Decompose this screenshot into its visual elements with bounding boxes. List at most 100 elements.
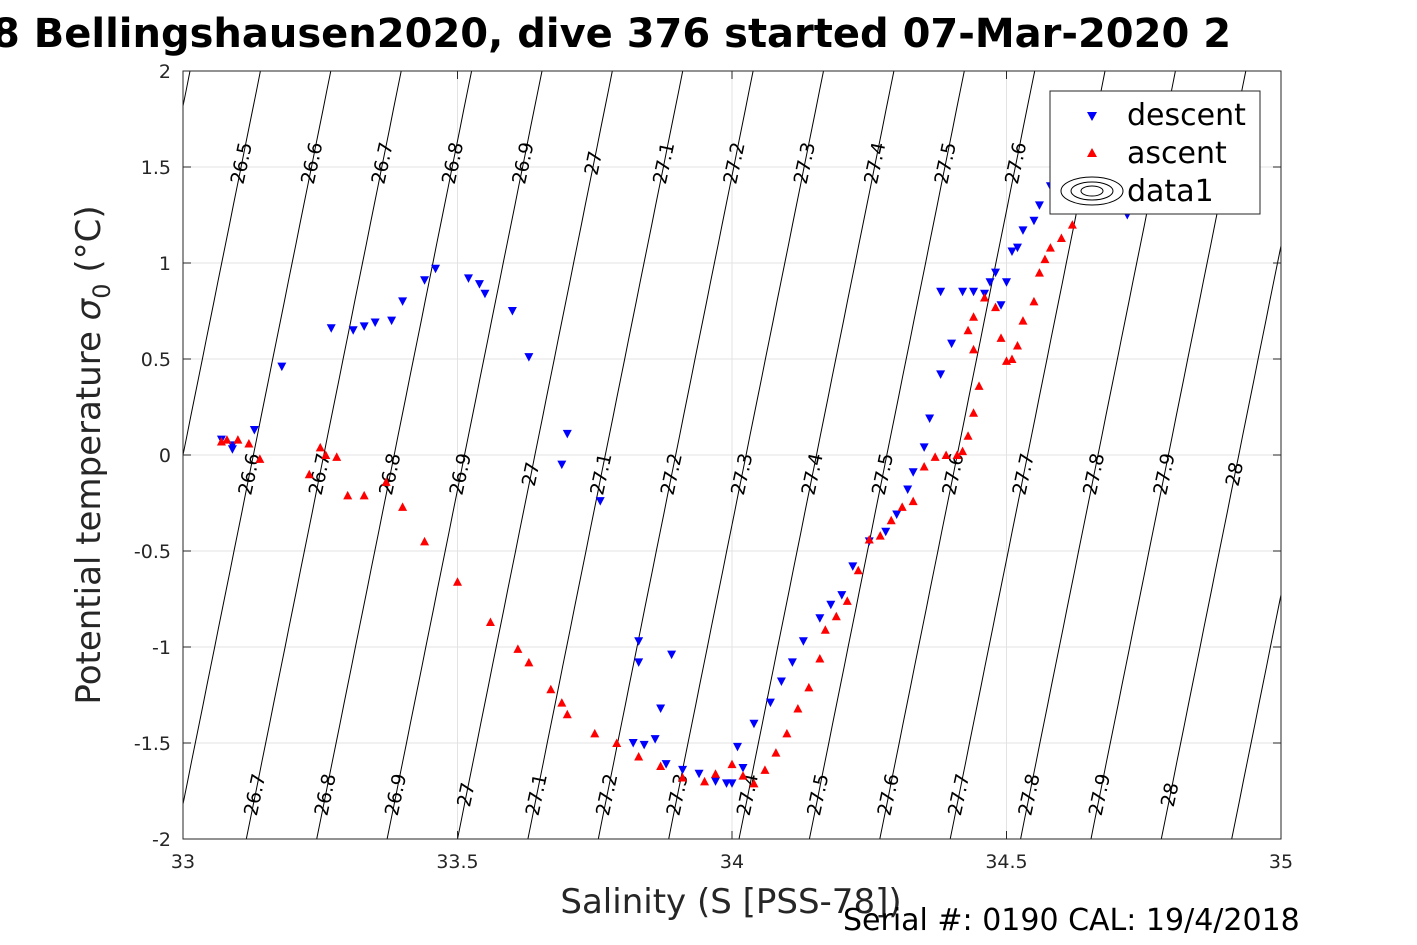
data-point-descent: [1002, 278, 1011, 287]
y-axis-label-subscript: 0: [88, 283, 116, 298]
x-tick-label: 34.5: [985, 851, 1027, 873]
data-point-ascent: [864, 534, 874, 544]
data-point-descent: [348, 326, 358, 335]
data-point-descent: [359, 322, 369, 331]
data-point-ascent: [420, 536, 430, 546]
data-point-descent: [991, 268, 1001, 278]
data-point-ascent: [1018, 316, 1028, 325]
data-point-descent: [925, 414, 935, 424]
data-point-ascent: [760, 765, 770, 774]
data-point-descent: [227, 445, 237, 454]
data-point-descent: [732, 742, 742, 752]
data-point-ascent: [963, 431, 973, 440]
y-tick-label: -1.5: [134, 733, 171, 755]
y-tick-label: 1.5: [141, 157, 171, 179]
data-point-descent: [398, 297, 408, 306]
chart-title: 8 Bellingshausen2020, dive 376 started 0…: [0, 11, 1231, 57]
data-point-descent: [892, 510, 902, 520]
contour-line: [316, 71, 473, 839]
data-point-ascent: [771, 748, 781, 757]
legend-marker-data1: [1060, 176, 1124, 206]
data-point-descent: [480, 289, 490, 299]
data-point-ascent: [678, 773, 688, 782]
data-point-descent: [656, 704, 666, 713]
data-point-descent: [562, 429, 572, 439]
data-series: [216, 155, 1132, 788]
contour-line: [183, 71, 332, 807]
data-point-descent: [639, 740, 649, 750]
data-point-descent: [1012, 243, 1022, 253]
data-point-ascent: [1034, 268, 1044, 277]
contour-line: [597, 71, 754, 839]
data-point-ascent: [804, 682, 814, 692]
data-point-ascent: [321, 450, 331, 459]
data-point-descent: [1018, 226, 1028, 235]
data-point-ascent: [941, 450, 951, 459]
data-point-descent: [694, 769, 704, 779]
contour-line: [1231, 592, 1281, 839]
data-point-ascent: [969, 408, 979, 417]
y-tick-label: 1: [159, 253, 171, 275]
data-point-descent: [711, 777, 721, 786]
data-point-ascent: [244, 438, 254, 448]
y-tick-label: 0.5: [141, 349, 171, 371]
data-point-ascent: [485, 617, 495, 627]
data-point-ascent: [991, 302, 1001, 312]
data-point-ascent: [930, 452, 940, 461]
data-point-descent: [420, 276, 430, 285]
data-point-descent: [628, 739, 638, 748]
data-point-ascent: [546, 684, 556, 694]
data-point-descent: [370, 318, 380, 328]
data-point-descent: [798, 637, 808, 646]
contour-line: [738, 71, 895, 839]
data-point-ascent: [875, 531, 885, 540]
data-point-descent: [908, 468, 918, 477]
y-tick-label: -1: [152, 637, 171, 659]
y-tick-label: 2: [159, 61, 171, 83]
data-point-descent: [787, 658, 797, 667]
legend-label-descent: descent: [1127, 98, 1246, 133]
contour-line: [183, 71, 261, 458]
data-point-descent: [678, 765, 688, 775]
data-point-ascent: [782, 728, 792, 738]
data-point-ascent: [590, 728, 600, 738]
contour-label: 27: [581, 149, 608, 177]
data-point-descent: [431, 264, 441, 274]
contour-label: 27: [453, 781, 480, 809]
data-point-descent: [1029, 216, 1039, 226]
data-point-descent: [326, 324, 336, 333]
data-point-ascent: [963, 325, 973, 335]
data-point-descent: [936, 287, 946, 297]
x-tick-label: 33.5: [436, 851, 478, 873]
data-point-ascent: [958, 446, 968, 456]
contour-label: 27: [518, 460, 545, 488]
data-point-descent: [936, 370, 946, 379]
data-point-descent: [749, 719, 759, 729]
data-point-descent: [947, 339, 957, 349]
data-point-ascent: [612, 738, 622, 747]
data-point-descent: [826, 600, 836, 610]
data-point-descent: [277, 362, 287, 372]
data-point-ascent: [996, 333, 1006, 342]
data-point-ascent: [738, 771, 748, 780]
x-tick-label: 34: [720, 851, 744, 873]
contour-line: [1160, 243, 1281, 839]
data-point-descent: [776, 677, 786, 687]
data-point-descent: [958, 287, 968, 297]
legend-marker-ascent: [1087, 148, 1097, 157]
data-point-ascent: [815, 654, 825, 663]
contour-line: [808, 71, 965, 839]
data-point-ascent: [969, 344, 979, 354]
data-point-ascent: [952, 450, 962, 459]
data-point-descent: [1007, 247, 1017, 256]
data-point-descent: [634, 658, 644, 667]
data-point-ascent: [842, 596, 852, 605]
y-axis-label: Potential temperature σ0 (°C): [69, 205, 116, 704]
data-point-ascent: [727, 759, 737, 769]
data-point-ascent: [711, 769, 721, 778]
contour-line: [668, 71, 824, 839]
data-point-ascent: [222, 435, 232, 444]
data-point-descent: [881, 527, 891, 537]
data-point-descent: [387, 316, 397, 326]
data-point-ascent: [793, 703, 803, 713]
